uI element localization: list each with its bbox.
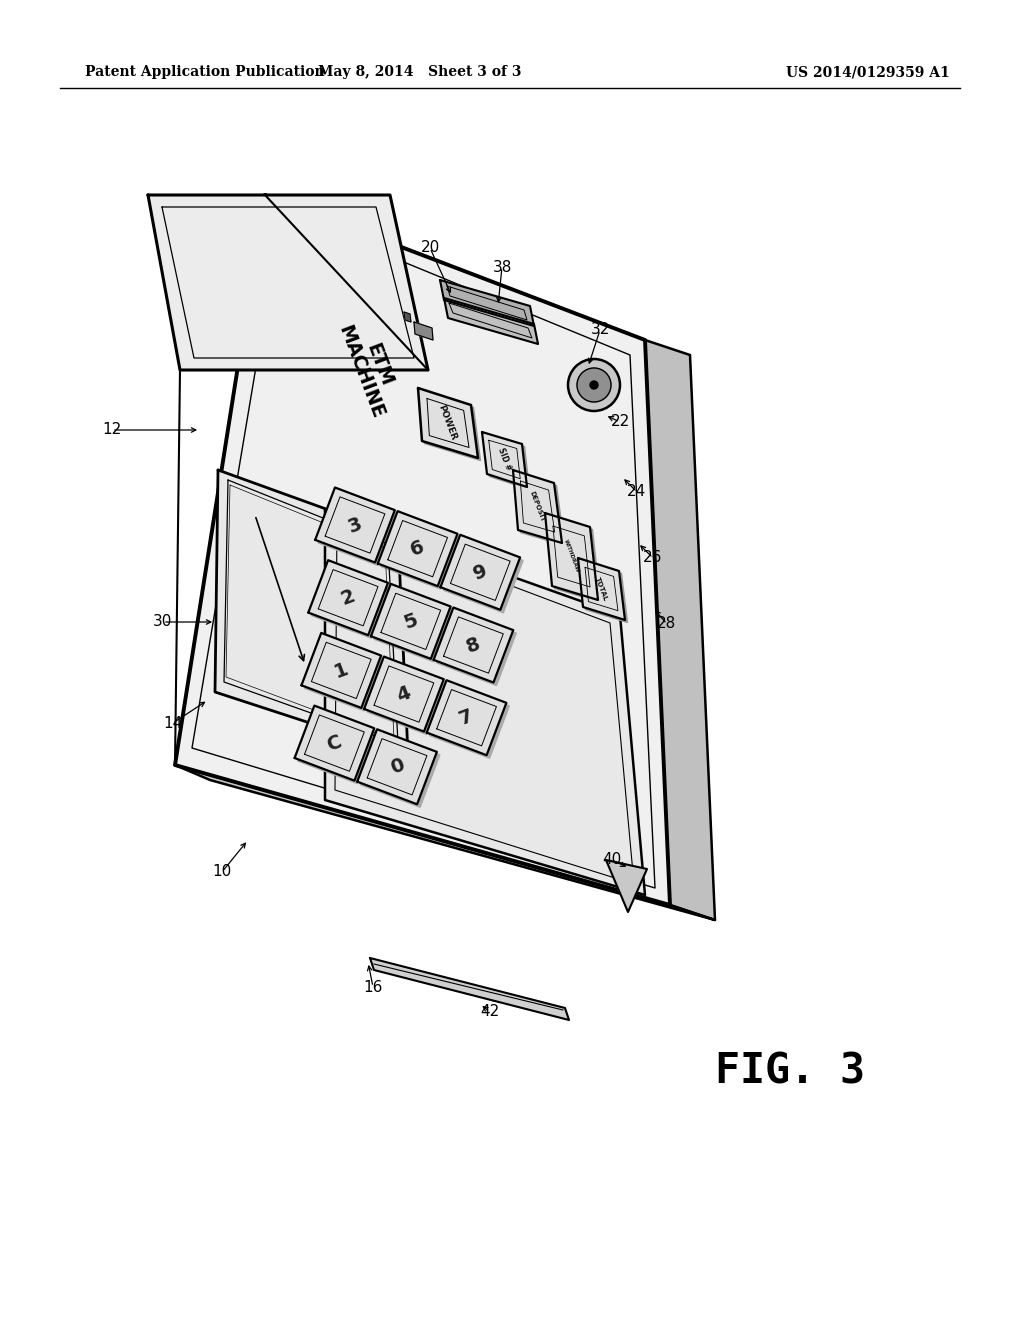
Polygon shape [545, 513, 598, 601]
Polygon shape [325, 510, 645, 895]
Polygon shape [606, 861, 647, 912]
Polygon shape [370, 958, 569, 1020]
Polygon shape [421, 391, 480, 461]
Circle shape [577, 368, 611, 403]
Text: C: C [325, 731, 344, 755]
Polygon shape [301, 632, 381, 708]
Polygon shape [148, 195, 428, 370]
Text: 9: 9 [471, 561, 489, 583]
Text: TOTAL: TOTAL [594, 576, 608, 602]
Polygon shape [443, 537, 523, 612]
Circle shape [568, 359, 620, 411]
Polygon shape [548, 516, 600, 602]
Text: 4: 4 [394, 682, 414, 705]
Text: 6: 6 [408, 537, 427, 560]
Text: 32: 32 [590, 322, 609, 338]
Text: 0: 0 [387, 755, 407, 777]
Polygon shape [295, 706, 374, 780]
Polygon shape [515, 473, 564, 545]
Polygon shape [645, 341, 715, 920]
Polygon shape [298, 709, 377, 784]
Polygon shape [318, 491, 398, 565]
Polygon shape [414, 322, 433, 341]
Text: 42: 42 [480, 1005, 500, 1019]
Text: US 2014/0129359 A1: US 2014/0129359 A1 [786, 65, 950, 79]
Polygon shape [304, 636, 384, 711]
Polygon shape [360, 733, 440, 808]
Circle shape [590, 381, 598, 389]
Polygon shape [378, 511, 458, 586]
Text: 28: 28 [657, 616, 677, 631]
Text: 2: 2 [338, 586, 357, 609]
Polygon shape [315, 487, 395, 562]
Polygon shape [440, 280, 534, 326]
Text: SID #: SID # [496, 446, 513, 471]
Text: 8: 8 [464, 634, 483, 656]
Polygon shape [444, 298, 538, 345]
Text: 38: 38 [493, 260, 512, 275]
Polygon shape [404, 312, 411, 322]
Polygon shape [440, 535, 520, 610]
Polygon shape [175, 195, 670, 906]
Text: 12: 12 [102, 422, 122, 437]
Polygon shape [381, 515, 461, 589]
Text: 5: 5 [401, 610, 421, 632]
Polygon shape [484, 434, 529, 490]
Polygon shape [175, 766, 715, 920]
Text: 20: 20 [421, 240, 439, 256]
Text: 22: 22 [610, 414, 630, 429]
Polygon shape [482, 432, 527, 487]
Text: FIG. 3: FIG. 3 [715, 1051, 865, 1093]
Text: 30: 30 [154, 615, 173, 630]
Polygon shape [215, 470, 408, 755]
Text: 1: 1 [332, 659, 351, 681]
Polygon shape [367, 660, 446, 734]
Text: 10: 10 [212, 865, 231, 879]
Polygon shape [430, 684, 509, 758]
Text: 3: 3 [345, 513, 365, 536]
Polygon shape [427, 680, 507, 755]
Polygon shape [371, 583, 451, 659]
Text: POWER: POWER [436, 404, 458, 442]
Polygon shape [374, 587, 454, 661]
Text: 16: 16 [364, 979, 383, 994]
Text: ETM
MACHINE: ETM MACHINE [334, 315, 406, 421]
Text: 7: 7 [457, 706, 476, 729]
Text: 26: 26 [643, 550, 663, 565]
Text: May 8, 2014   Sheet 3 of 3: May 8, 2014 Sheet 3 of 3 [318, 65, 522, 79]
Text: Patent Application Publication: Patent Application Publication [85, 65, 325, 79]
Polygon shape [433, 607, 513, 682]
Text: 40: 40 [602, 853, 622, 867]
Polygon shape [365, 656, 443, 731]
Polygon shape [308, 560, 388, 635]
Polygon shape [578, 558, 625, 620]
Polygon shape [581, 561, 628, 623]
Text: DEPOSIT: DEPOSIT [528, 490, 546, 523]
Polygon shape [436, 611, 516, 685]
Polygon shape [513, 470, 562, 543]
Text: 24: 24 [628, 484, 646, 499]
Polygon shape [418, 388, 478, 458]
Polygon shape [311, 564, 391, 638]
Polygon shape [357, 729, 437, 804]
Text: WITHDRAW: WITHDRAW [562, 539, 580, 574]
Text: 14: 14 [164, 715, 182, 730]
